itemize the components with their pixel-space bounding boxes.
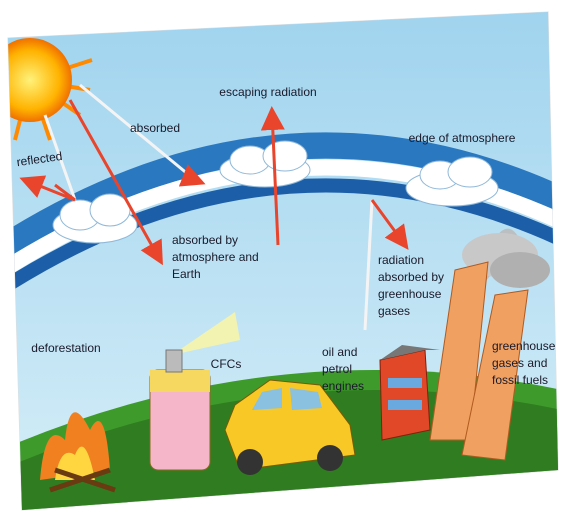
- label: gases: [378, 304, 410, 318]
- label: deforestation: [31, 341, 100, 355]
- label: greenhouse: [378, 287, 442, 301]
- label: absorbed by: [378, 270, 444, 284]
- label: atmosphere and: [172, 250, 259, 264]
- label: absorbed by: [172, 233, 238, 247]
- label: fossil fuels: [492, 373, 548, 387]
- label: radiation: [378, 253, 424, 267]
- scene: [0, 0, 562, 518]
- label: absorbed: [130, 121, 180, 135]
- label: greenhouse: [492, 339, 556, 353]
- label: CFCs: [211, 357, 242, 371]
- label: escaping radiation: [219, 85, 316, 99]
- label: oil and: [322, 345, 357, 359]
- label: gases and: [492, 356, 547, 370]
- label: petrol: [322, 362, 352, 376]
- label: engines: [322, 379, 364, 393]
- label: edge of atmosphere: [409, 131, 516, 145]
- label: Earth: [172, 267, 201, 281]
- greenhouse-diagram: escaping radiation absorbed edge of atmo…: [0, 0, 562, 518]
